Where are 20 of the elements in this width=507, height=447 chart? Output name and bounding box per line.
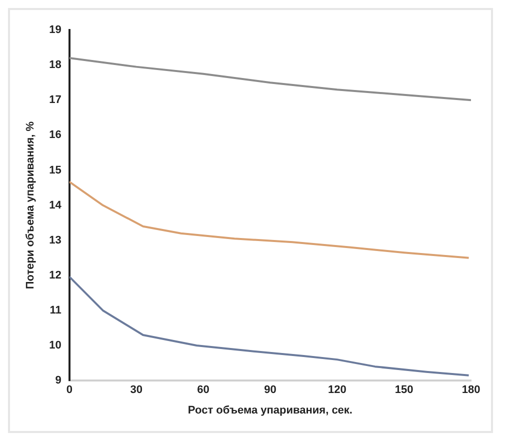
x-tick-label: 150: [394, 384, 414, 396]
y-tick-label: 16: [49, 129, 62, 142]
x-tick-label: 0: [66, 384, 72, 396]
x-tick-label: 90: [264, 384, 276, 396]
x-axis-title: Рост объема упаривания, сек.: [188, 404, 352, 416]
x-tick-label: 180: [462, 384, 480, 396]
y-tick-label: 13: [49, 234, 62, 246]
x-tick-label: 120: [328, 384, 346, 396]
y-tick-label: 17: [49, 94, 62, 106]
y-axis-title: Потери объема упаривания, %: [24, 121, 37, 290]
y-tick-label: 10: [49, 340, 62, 352]
y-tick-label: 14: [49, 199, 62, 212]
y-tick-label: 11: [50, 304, 62, 317]
y-tick-label: 19: [49, 24, 62, 36]
x-tick-label: 60: [197, 384, 210, 396]
y-tick-label: 9: [55, 374, 62, 387]
y-tick-label: 12: [49, 269, 62, 282]
y-tick-label: 18: [49, 59, 62, 72]
x-tick-label: 30: [130, 384, 142, 396]
y-tick-label: 15: [49, 164, 62, 176]
